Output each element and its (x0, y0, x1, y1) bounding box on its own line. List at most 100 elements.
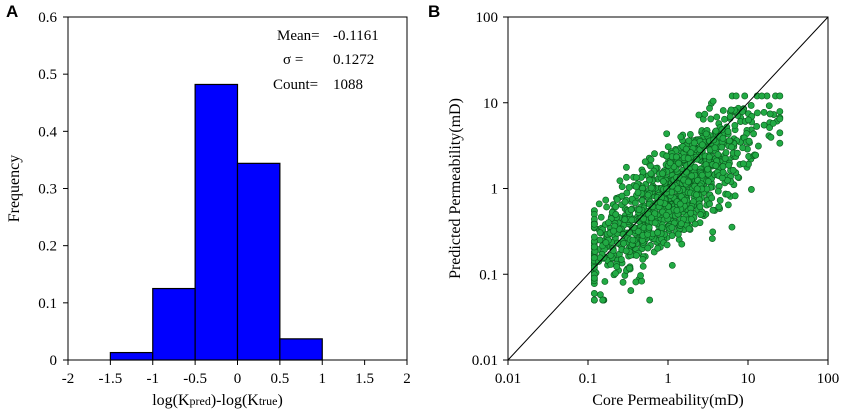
histogram-bar (279, 338, 323, 361)
y-tick-label: 0.5 (38, 67, 57, 83)
scatter-point (629, 236, 637, 244)
scatter-point (673, 153, 680, 161)
xlabel-subscript-true: true (259, 394, 278, 408)
scatter-point (769, 119, 777, 127)
stat-sigma-label: σ = (283, 52, 303, 68)
scatter-point (753, 123, 761, 130)
scatter-point (631, 199, 639, 207)
scatter-point (675, 159, 683, 167)
scatter-point (706, 104, 713, 112)
scatter-point (718, 174, 726, 182)
scatter-point (731, 122, 739, 129)
scatter-point (676, 200, 684, 208)
scatter-point (668, 232, 676, 239)
scatter-point (691, 220, 699, 228)
scatter-point (776, 139, 784, 147)
scatter-point (709, 97, 717, 105)
scatter-point (612, 203, 620, 211)
scatter-point (647, 170, 655, 178)
scatter-point (603, 203, 611, 211)
scatter-point (704, 178, 712, 185)
scatter-point (621, 216, 629, 223)
scatter-point (734, 149, 741, 157)
scatter-point (620, 240, 628, 247)
scatter-point (748, 186, 755, 193)
xlabel-part: log(K (152, 392, 190, 409)
scatter-point (646, 176, 653, 184)
scatter-point (618, 183, 626, 191)
scatter-point (701, 110, 709, 118)
panel-label-b: B (428, 2, 440, 21)
scatter-point (707, 115, 715, 123)
scatter-point (754, 109, 761, 117)
scatter-point (590, 254, 598, 262)
scatter-point (755, 142, 762, 150)
y-tick-label: 0.3 (38, 182, 57, 198)
scatter-point (758, 92, 766, 100)
scatter-point (712, 127, 720, 135)
scatter-point (712, 162, 720, 170)
panel-label-a: A (6, 2, 18, 21)
scatter-point (708, 194, 716, 202)
histogram-x-ticks: -2 -1.5 -1 -0.5 0 0.5 1 1.5 2 (62, 360, 411, 387)
scatter-point (776, 92, 784, 100)
scatter-point (724, 190, 732, 198)
scatter-point (668, 182, 676, 190)
scatter-point (760, 108, 768, 116)
scatter-point (599, 296, 607, 304)
xlabel-part: )-log(K (211, 392, 259, 409)
scatter-point (647, 162, 654, 170)
y-tick-label: 1 (491, 182, 499, 198)
scatter-point (602, 239, 610, 247)
scatter-point (632, 174, 640, 181)
histogram-y-ticks: 0 0.1 0.2 0.3 0.4 0.5 0.6 (38, 10, 68, 369)
scatter-point (715, 203, 723, 211)
scatter-point (644, 244, 652, 252)
scatter-point (644, 191, 652, 199)
histogram-bar (194, 83, 239, 361)
scatter-point (641, 158, 649, 166)
stat-mean-label: Mean= (277, 28, 320, 44)
scatter-point (677, 220, 685, 228)
scatter-point (658, 224, 666, 232)
y-tick-label: 0.1 (479, 267, 498, 283)
scatter-point (677, 133, 685, 141)
scatter-point (616, 177, 624, 185)
histogram-bar (236, 162, 281, 361)
scatter-panel: B 0.01 0.1 1 10 100 0.01 0.1 1 10 100 Predicted … (428, 2, 839, 409)
scatter-point (664, 143, 672, 151)
scatter-point (647, 184, 655, 192)
scatter-point (668, 224, 676, 231)
scatter-point (632, 278, 640, 286)
scatter-point (613, 196, 621, 203)
scatter-point (697, 211, 705, 218)
scatter-point (662, 211, 670, 219)
scatter-point (698, 171, 706, 179)
x-tick-label: 1 (664, 371, 672, 387)
scatter-point (602, 196, 610, 204)
histogram-bars (109, 83, 323, 361)
scatter-point (776, 129, 784, 137)
scatter-point (595, 200, 603, 208)
scatter-point (590, 290, 598, 297)
scatter-point (663, 152, 671, 160)
scatter-point (659, 170, 666, 177)
scatter-point (638, 277, 646, 285)
scatter-point (639, 255, 647, 263)
scatter-y-axis-label: Predicted Permeability(mD) (447, 98, 464, 279)
scatter-point (645, 224, 653, 231)
scatter-point (719, 107, 727, 114)
x-tick-label: 0.01 (495, 371, 521, 387)
scatter-point (691, 163, 699, 171)
scatter-point (663, 130, 671, 138)
scatter-point (627, 287, 635, 294)
scatter-point (635, 206, 643, 214)
histogram-y-axis-label: Frequency (6, 155, 23, 223)
scatter-point (688, 172, 696, 180)
scatter-point (684, 154, 692, 162)
scatter-point (632, 252, 640, 259)
scatter-point (605, 219, 612, 226)
scatter-point (731, 192, 739, 200)
one-to-one-line (507, 16, 829, 361)
scatter-point (607, 261, 615, 268)
